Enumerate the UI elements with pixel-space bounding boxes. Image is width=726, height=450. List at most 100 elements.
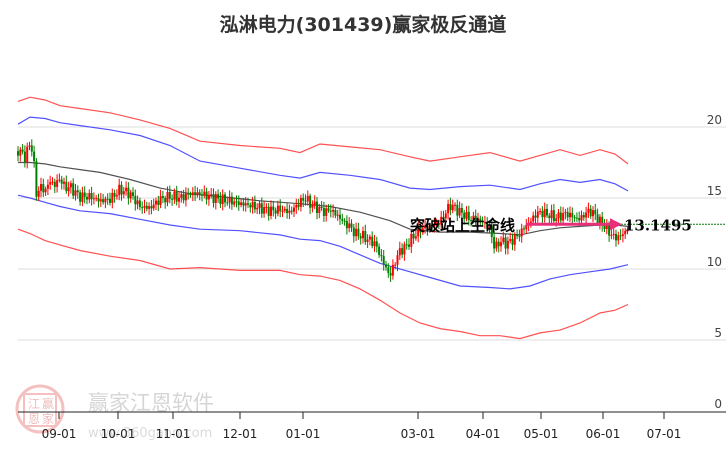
band-inner_upper <box>17 116 629 192</box>
candle-down <box>35 161 38 197</box>
candle-up <box>362 231 364 239</box>
candle-down <box>343 220 346 222</box>
candle-up <box>585 212 588 218</box>
candle-down <box>253 202 256 210</box>
candle-down <box>145 205 148 209</box>
candle-up <box>88 193 91 200</box>
candle-down <box>405 244 408 246</box>
candle-up <box>564 212 567 214</box>
candle-down <box>320 206 323 209</box>
candle-up <box>587 208 590 213</box>
candle-up <box>410 233 413 247</box>
candle-up <box>99 199 102 202</box>
candle-up <box>58 179 61 181</box>
x-tick-label: 11-01 <box>156 427 191 441</box>
candle-up <box>536 211 539 218</box>
candle-up <box>569 212 571 218</box>
candle-up <box>74 190 77 196</box>
candle-up <box>244 203 247 206</box>
candle-down <box>132 192 134 196</box>
candle-down <box>134 195 137 205</box>
candle-down <box>608 223 611 236</box>
candle-down <box>486 222 489 229</box>
candle-up <box>67 187 70 192</box>
candle-down <box>378 246 381 255</box>
band-inner_lower <box>17 194 629 290</box>
candle-up <box>263 207 266 214</box>
candle-up <box>214 194 217 203</box>
candle-down <box>72 183 75 196</box>
candle-down <box>573 217 576 219</box>
candle-down <box>97 198 100 202</box>
candle-down <box>511 239 514 245</box>
candle-up <box>228 196 231 203</box>
x-tick-label: 12-01 <box>223 427 258 441</box>
candle-down <box>267 206 270 216</box>
candle-up <box>51 181 54 183</box>
candle-up <box>19 149 22 156</box>
candle-up <box>495 241 498 249</box>
y-tick-label: 5 <box>714 326 722 340</box>
candle-up <box>69 183 72 188</box>
candle-down <box>359 236 362 239</box>
candle-up <box>624 230 627 235</box>
candle-down <box>334 209 337 216</box>
candle-up <box>221 194 224 205</box>
candle-down <box>582 215 585 218</box>
candle-down <box>470 220 473 222</box>
candle-up <box>159 196 162 205</box>
candle-up <box>295 204 298 208</box>
candle-up <box>155 200 157 205</box>
candle-down <box>33 151 36 162</box>
candle-up <box>500 242 502 247</box>
candle-down <box>619 235 622 237</box>
candle-up <box>557 212 560 219</box>
candle-up <box>118 184 121 196</box>
candle-down <box>42 184 45 193</box>
candle-down <box>589 208 592 217</box>
candle-down <box>230 196 233 205</box>
x-axis: 09-01 10-01 11-01 12-01 01-01 03-01 04-01 05-01… <box>18 411 726 441</box>
candle-up <box>115 195 118 197</box>
candle-down <box>596 214 599 224</box>
candle-down <box>566 212 569 218</box>
candle-up <box>562 213 565 221</box>
candle-down <box>109 198 111 203</box>
candle-up <box>391 264 394 276</box>
candle-down <box>571 212 574 218</box>
candle-up <box>472 215 475 221</box>
candle-down <box>575 217 578 219</box>
candle-up <box>233 201 236 205</box>
candle-up <box>28 145 31 147</box>
candle-down <box>497 241 500 247</box>
candle-down <box>274 210 277 214</box>
candle-up <box>258 203 261 208</box>
candle-up <box>111 192 114 203</box>
candle-down <box>201 194 203 196</box>
candle-up <box>447 203 450 214</box>
candle-up <box>37 190 40 197</box>
candle-down <box>23 151 26 163</box>
candle-up <box>355 228 358 237</box>
candle-down <box>290 210 293 212</box>
candle-up <box>368 236 371 240</box>
candle-down <box>559 212 562 221</box>
candle-down <box>187 193 190 195</box>
candle-up <box>148 206 151 209</box>
watermark-brand: 赢家江恩软件 <box>88 391 214 415</box>
candle-down <box>474 215 477 221</box>
candle-down <box>389 272 392 276</box>
candle-up <box>626 230 629 232</box>
candle-down <box>408 244 410 247</box>
candle-up <box>373 241 376 247</box>
candle-up <box>532 215 535 222</box>
candle-up <box>454 204 456 206</box>
annotation-text: 突破站上生命线 <box>410 216 515 234</box>
x-tick-label: 04-01 <box>466 427 501 441</box>
watermark-seal-1: 江 <box>28 397 40 411</box>
candle-down <box>17 151 19 156</box>
x-tick-label: 01-01 <box>286 427 321 441</box>
y-tick-label: 0 <box>714 397 722 411</box>
candlesticks <box>17 139 629 282</box>
candle-up <box>210 194 213 196</box>
